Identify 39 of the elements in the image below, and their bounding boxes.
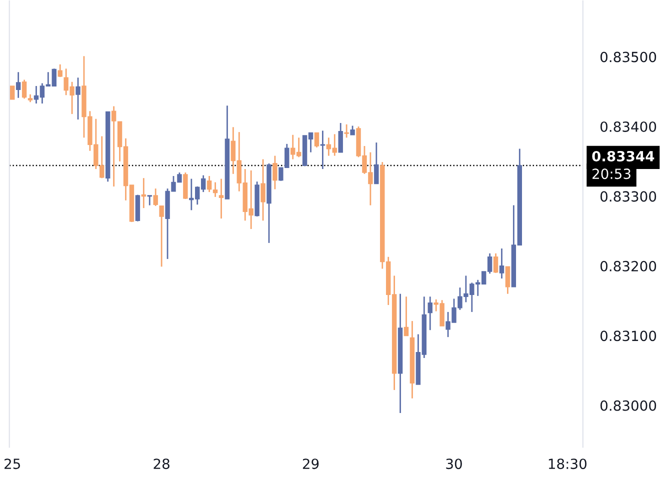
x-tick-label: 18:30 xyxy=(548,458,586,470)
candlestick xyxy=(183,172,188,200)
candlestick xyxy=(16,71,21,99)
y-tick-label: 0.83200 xyxy=(600,260,656,272)
candlestick xyxy=(350,125,355,136)
y-tick-label: 0.83100 xyxy=(600,330,656,342)
candlestick xyxy=(147,194,152,206)
candlestick xyxy=(505,266,510,295)
x-tick-label: 25 xyxy=(4,458,20,470)
candlestick xyxy=(338,122,343,153)
candlestick xyxy=(212,182,218,198)
y-tick-label: 0.83500 xyxy=(600,52,656,62)
candlestick xyxy=(22,79,27,100)
candlestick xyxy=(58,64,62,78)
candlestick xyxy=(374,142,379,184)
candlestick xyxy=(141,177,146,209)
x-tick-label: 30 xyxy=(446,458,462,470)
candlestick xyxy=(493,252,498,274)
candlestick xyxy=(206,175,212,193)
candlestick xyxy=(153,188,158,207)
candlestick xyxy=(260,158,266,222)
y-tick-label: 0.83000 xyxy=(600,400,656,411)
candlestick xyxy=(76,76,80,120)
candlestick xyxy=(428,296,432,331)
candlestick xyxy=(344,124,349,138)
candlestick xyxy=(320,130,326,170)
x-tick-label: 29 xyxy=(302,458,319,470)
candlestick xyxy=(218,178,224,220)
y-tick-label: 0.83300 xyxy=(600,191,656,202)
text: 20:53 xyxy=(592,168,630,180)
candlestick xyxy=(159,205,164,268)
candlestick xyxy=(404,296,409,336)
candlestick xyxy=(314,132,320,148)
candlestick xyxy=(272,155,278,190)
ref-line-label: 0.83344 xyxy=(592,150,654,162)
x-tick-label: 28 xyxy=(154,458,170,470)
y-tick-label: 0.83400 xyxy=(600,121,656,132)
candlestick xyxy=(499,248,504,280)
candlestick xyxy=(10,86,15,100)
